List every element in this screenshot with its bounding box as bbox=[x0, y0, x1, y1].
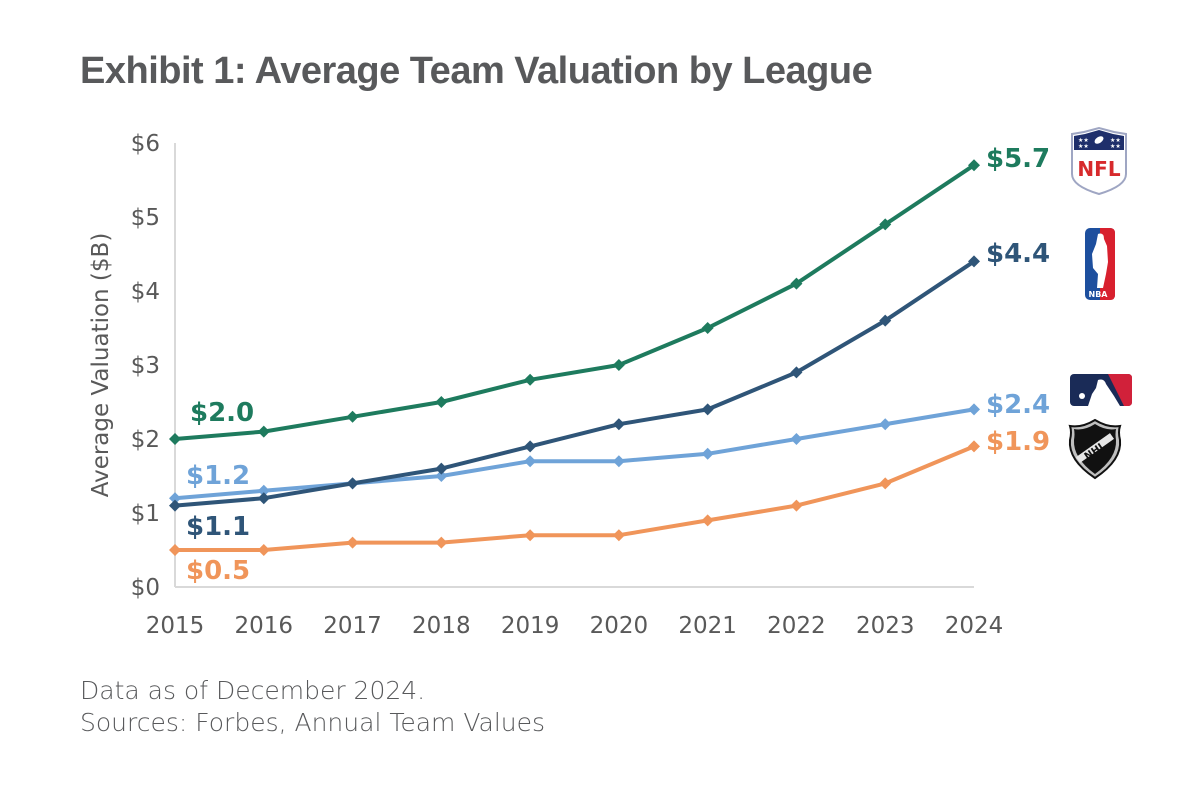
start-value-label-nfl: $2.0 bbox=[190, 398, 254, 428]
data-point bbox=[968, 159, 980, 172]
data-point bbox=[169, 499, 181, 512]
x-tick-label: 2022 bbox=[767, 613, 826, 639]
start-value-label-nhl: $0.5 bbox=[186, 556, 250, 586]
nfl-logo: ★★ ★★ ★★ ★★ NFL bbox=[1071, 126, 1127, 196]
svg-text:★★: ★★ bbox=[1110, 143, 1121, 150]
data-point bbox=[879, 218, 892, 231]
end-value-label-mlb: $2.4 bbox=[986, 390, 1050, 420]
data-point bbox=[879, 418, 892, 431]
y-tick-label: $5 bbox=[131, 205, 160, 231]
series-line bbox=[174, 163, 976, 441]
svg-text:★★: ★★ bbox=[1078, 137, 1089, 144]
nhl-logo: NHL bbox=[1068, 418, 1122, 480]
y-tick-label: $4 bbox=[131, 279, 160, 305]
end-value-label-nhl: $1.9 bbox=[986, 427, 1050, 457]
x-tick-label: 2024 bbox=[945, 613, 1004, 639]
nfl-logo-text: NFL bbox=[1077, 157, 1120, 181]
x-tick-label: 2020 bbox=[590, 613, 649, 639]
data-point bbox=[790, 366, 803, 379]
data-point bbox=[524, 455, 537, 468]
nba-logo-text: NBA bbox=[1089, 290, 1109, 299]
data-point bbox=[524, 529, 537, 542]
svg-text:★★: ★★ bbox=[1110, 137, 1121, 144]
nba-logo: NBA bbox=[1085, 228, 1115, 300]
data-point bbox=[257, 544, 270, 556]
data-point bbox=[790, 277, 803, 290]
data-point bbox=[435, 396, 448, 408]
axes: $0 $1 $2 $3 $4 $5 $6 2015 2016 2017 2018 2019 2020 20… bbox=[131, 131, 1004, 639]
y-tick-label: $3 bbox=[131, 353, 160, 379]
data-point bbox=[346, 477, 359, 490]
start-value-label-nba: $1.1 bbox=[186, 512, 250, 542]
data-point bbox=[701, 322, 714, 334]
series-nfl bbox=[169, 159, 980, 445]
series-line bbox=[174, 407, 975, 501]
y-tick-label: $6 bbox=[131, 131, 160, 157]
footer-sources: Sources: Forbes, Annual Team Values bbox=[80, 708, 546, 737]
data-point bbox=[169, 433, 181, 445]
mlb-logo bbox=[1070, 374, 1132, 406]
data-point bbox=[169, 544, 181, 556]
chart-title: Exhibit 1: Average Team Valuation by Lea… bbox=[80, 50, 873, 92]
y-tick-label: $1 bbox=[131, 501, 160, 527]
y-tick-label: $0 bbox=[131, 575, 160, 601]
data-point bbox=[612, 455, 625, 468]
series-nhl bbox=[169, 440, 980, 556]
data-point bbox=[257, 492, 270, 505]
svg-text:★★: ★★ bbox=[1078, 143, 1089, 150]
data-point bbox=[968, 255, 980, 268]
data-point bbox=[879, 477, 892, 490]
data-point bbox=[701, 447, 714, 460]
data-point bbox=[968, 440, 980, 453]
x-tick-label: 2023 bbox=[856, 613, 915, 639]
y-axis-label: Average Valuation ($B) bbox=[88, 233, 114, 498]
data-point bbox=[346, 410, 359, 423]
data-point bbox=[169, 492, 181, 505]
data-point bbox=[257, 484, 270, 497]
x-tick-label: 2021 bbox=[678, 613, 737, 639]
data-point bbox=[524, 373, 537, 386]
data-point bbox=[701, 514, 714, 527]
series-layer bbox=[169, 159, 980, 556]
x-tick-label: 2018 bbox=[412, 613, 471, 639]
data-point bbox=[701, 403, 714, 416]
end-value-label-nba: $4.4 bbox=[986, 239, 1050, 269]
data-point bbox=[524, 440, 537, 453]
data-point bbox=[968, 403, 980, 416]
data-point bbox=[790, 433, 803, 445]
data-point bbox=[435, 462, 448, 475]
y-tick-label: $2 bbox=[131, 427, 160, 453]
x-tick-label: 2016 bbox=[235, 613, 294, 639]
x-tick-label: 2017 bbox=[323, 613, 382, 639]
labels-layer: $2.0 $5.7 $1.1 $4.4 $1.2 $2.4 $0.5 $1.9 bbox=[186, 144, 1050, 586]
series-nba bbox=[169, 255, 980, 512]
data-point bbox=[435, 470, 448, 482]
data-point bbox=[435, 536, 448, 549]
data-point bbox=[346, 536, 359, 549]
footer-note: Data as of December 2024. bbox=[80, 676, 426, 705]
data-point bbox=[790, 499, 803, 512]
data-point bbox=[612, 418, 625, 431]
data-point bbox=[612, 359, 625, 371]
x-tick-label: 2015 bbox=[146, 613, 205, 639]
data-point bbox=[257, 425, 270, 438]
series-line bbox=[175, 444, 975, 552]
x-tick-label: 2019 bbox=[501, 613, 560, 639]
end-value-label-nfl: $5.7 bbox=[986, 144, 1050, 174]
data-point bbox=[612, 529, 625, 542]
start-value-label-mlb: $1.2 bbox=[186, 461, 250, 491]
series-line bbox=[174, 259, 976, 508]
data-point bbox=[879, 314, 892, 327]
